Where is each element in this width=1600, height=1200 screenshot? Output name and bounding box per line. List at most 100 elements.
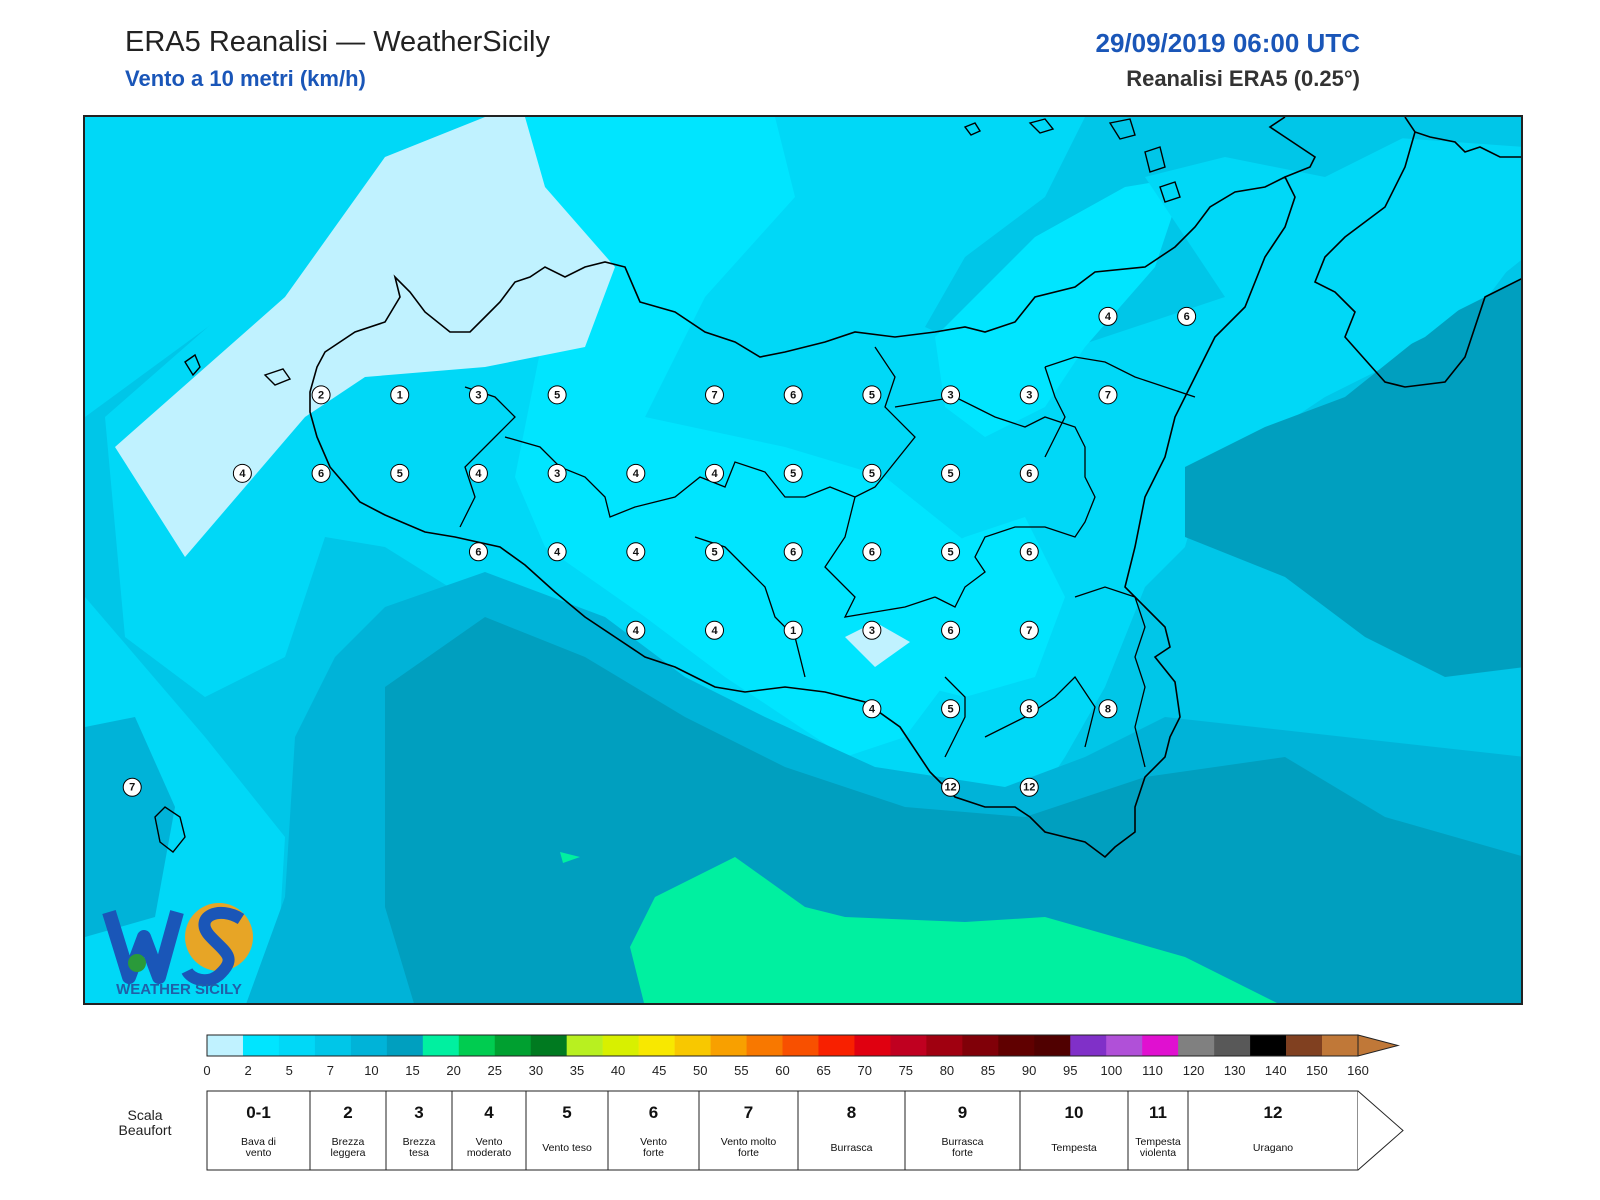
- station-marker: 1: [783, 620, 803, 640]
- station-circle: [1019, 620, 1039, 640]
- colorbar-tick-label: 7: [327, 1063, 334, 1078]
- beaufort-box: [1187, 1090, 1359, 1171]
- station-value: 3: [554, 468, 560, 480]
- colorbar-tick-label: 90: [1022, 1063, 1036, 1078]
- station-circle: [547, 542, 567, 562]
- station-circle: [1019, 699, 1039, 719]
- wind-zone: [1145, 117, 1521, 377]
- wind-zone-fresh: [560, 852, 580, 863]
- colorbar-tick-label: 100: [1101, 1063, 1123, 1078]
- island-salina: [1028, 118, 1055, 134]
- station-marker: 4: [1098, 306, 1118, 326]
- station-marker: 3: [468, 385, 488, 405]
- wind-map[interactable]: 2 1 3 5 7 6 5 3 3 7 4 6 4 6 5 4 3 4 4 5 5 5 6 6 4 4 5 6 6 5 6 4 4 1 3 6 7 4 5 8…: [83, 115, 1523, 1005]
- station-marker: 4: [626, 542, 646, 562]
- colorbar-swatch: [818, 1035, 855, 1056]
- station-value: 12: [1023, 782, 1035, 794]
- station-value: 8: [1105, 703, 1111, 715]
- station-marker: 2: [311, 385, 331, 405]
- dataset-label: Reanalisi ERA5 (0.25°): [1126, 66, 1360, 91]
- beaufort-number: 2: [343, 1103, 352, 1122]
- province-border: [944, 676, 966, 758]
- island-alicudi: [963, 122, 982, 136]
- province-border: [1044, 356, 1196, 398]
- station-value: 4: [239, 468, 246, 480]
- colorbar-tick-label: 45: [652, 1063, 666, 1078]
- logo-graphic: WEATHER SICILY: [102, 903, 253, 998]
- colorbar-tick-label: 70: [857, 1063, 871, 1078]
- colorbar-tick-label: 15: [405, 1063, 419, 1078]
- colorbar-tick-label: 75: [899, 1063, 913, 1078]
- station-circle: [783, 542, 803, 562]
- province-border: [1044, 366, 1066, 458]
- beaufort-box: [385, 1090, 453, 1171]
- station-circle: [941, 385, 961, 405]
- beaufort-description: Vento molto: [721, 1136, 777, 1148]
- colorbar-tick-label: 35: [570, 1063, 584, 1078]
- station-circle: [1019, 385, 1039, 405]
- station-circle: [390, 463, 410, 483]
- beaufort-class: 8 Burrasca: [797, 1090, 906, 1171]
- station-circle: [862, 699, 882, 719]
- wind-zone: [1185, 279, 1521, 677]
- station-value: 5: [790, 468, 796, 480]
- colorbar-tick-label: 2: [244, 1063, 251, 1078]
- station-circle: [1019, 463, 1039, 483]
- station-circle: [941, 777, 961, 797]
- station-value: 4: [633, 546, 640, 558]
- beaufort-description: vento: [246, 1147, 272, 1159]
- station-marker: 1: [390, 385, 410, 405]
- colorbar-ticks: 0 2 5 7 10 15 20 25 30 35 40 45 50 55 60 65 70 75 80 85 90 95…: [203, 1063, 1368, 1078]
- station-circle: [626, 620, 646, 640]
- beaufort-box: [797, 1090, 906, 1171]
- station-value: 12: [944, 782, 956, 794]
- station-marker: 3: [862, 620, 882, 640]
- beaufort-number: 11: [1149, 1103, 1167, 1122]
- station-value: 4: [633, 625, 640, 637]
- station-marker: 4: [626, 620, 646, 640]
- colorbar-swatch: [350, 1035, 388, 1056]
- colorbar-swatch: [854, 1035, 891, 1056]
- beaufort-description: Uragano: [1253, 1142, 1293, 1154]
- beaufort-description: Vento: [476, 1136, 503, 1148]
- colorbar-swatch: [1250, 1035, 1287, 1056]
- beaufort-box: [1127, 1090, 1189, 1171]
- beaufort-description: leggera: [330, 1147, 365, 1159]
- beaufort-box: [451, 1090, 527, 1171]
- colorbar-swatch: [422, 1035, 460, 1056]
- beaufort-arrow: [1357, 1090, 1404, 1171]
- beaufort-description: Burrasca: [941, 1136, 983, 1148]
- beaufort-description: Brezza: [403, 1136, 436, 1148]
- station-value: 5: [869, 468, 875, 480]
- wind-zone-calm: [845, 622, 910, 667]
- colorbar-swatch: [782, 1035, 819, 1056]
- beaufort-description: forte: [643, 1147, 664, 1159]
- beaufort-description: forte: [738, 1147, 759, 1159]
- station-value: 5: [869, 389, 875, 401]
- station-value: 5: [711, 546, 717, 558]
- station-circle: [122, 777, 142, 797]
- station-circle: [862, 542, 882, 562]
- station-circle: [783, 463, 803, 483]
- island-lipari: [1108, 118, 1136, 140]
- colorbar-swatch: [1286, 1035, 1323, 1056]
- beaufort-description: Burrasca: [830, 1142, 872, 1154]
- station-marker: 4: [705, 620, 725, 640]
- station-circle: [783, 385, 803, 405]
- station-value: 3: [1026, 389, 1032, 401]
- province-border: [1074, 586, 1146, 768]
- beaufort-box: [607, 1090, 700, 1171]
- wind-zone: [865, 517, 1065, 697]
- station-circle: [862, 463, 882, 483]
- wind-zone-fresh: [630, 857, 1277, 1003]
- station-value: 5: [948, 546, 954, 558]
- wind-map-canvas: 2 1 3 5 7 6 5 3 3 7 4 6 4 6 5 4 3 4 4 5 5 5 6 6 4 4 5 6 6 5 6 4 4 1 3 6 7 4 5 8…: [85, 117, 1521, 1003]
- colorbar-arrow: [1357, 1034, 1400, 1057]
- beaufort-number: 5: [562, 1103, 571, 1122]
- colorbar-swatch: [1070, 1035, 1107, 1056]
- beaufort-description: Vento: [640, 1136, 667, 1148]
- station-circle: [547, 463, 567, 483]
- station-marker: 5: [705, 542, 725, 562]
